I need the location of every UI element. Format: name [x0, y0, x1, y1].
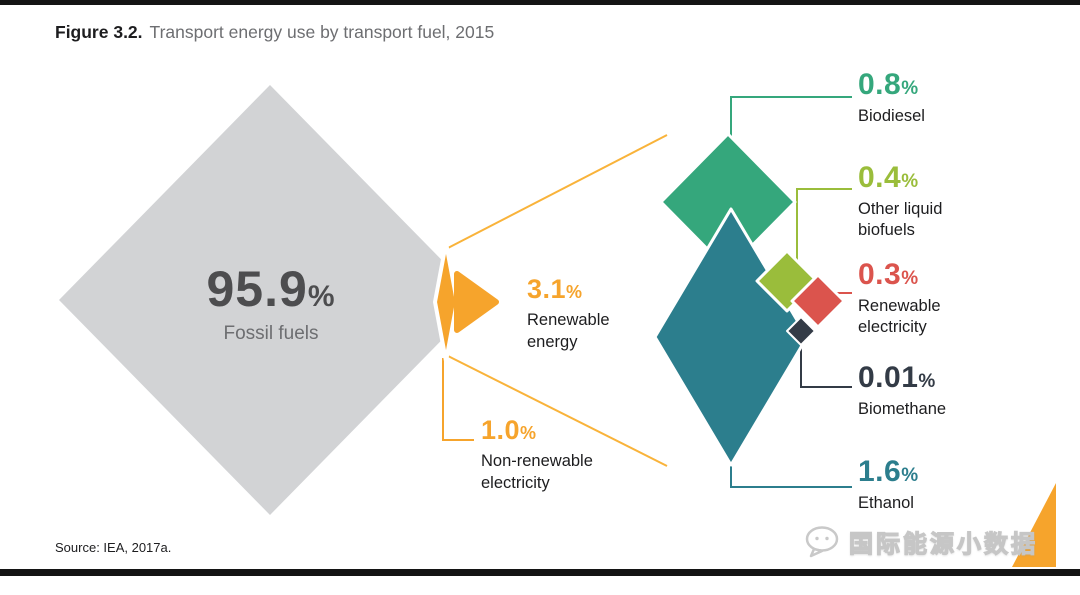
biomethane-diamond [786, 316, 816, 346]
nonrenewable-value: 1.0% [481, 415, 537, 445]
renewable-pointer-triangle [454, 271, 499, 333]
ethanol-diamond [653, 207, 809, 467]
label-ethanol: 1.6% Ethanol [858, 457, 968, 514]
bottom-rule [0, 569, 1080, 576]
watermark-text: 国际能源小数据 [848, 530, 1038, 558]
other-biofuels-value: 0.4% [858, 161, 919, 194]
percent-sign: % [566, 282, 583, 302]
biodiesel-value: 0.8% [858, 68, 919, 101]
biomethane-value: 0.01% [858, 361, 936, 394]
percent-sign: % [918, 371, 936, 392]
fan-line-bottom [445, 354, 668, 467]
percent-sign: % [901, 78, 919, 99]
percent-sign: % [901, 171, 919, 192]
nonrenewable-name: Non-renewable electricity [481, 452, 593, 492]
watermark: 国际能源小数据 [804, 524, 1038, 559]
renewable-electricity-diamond [790, 273, 846, 329]
renewable-electricity-name: Renewable electricity [858, 297, 941, 337]
label-biodiesel: 0.8% Biodiesel [858, 70, 968, 127]
biomethane-connector [800, 334, 852, 388]
ethanol-connector [730, 452, 852, 488]
percent-sign: % [520, 423, 537, 443]
ethanol-name: Ethanol [858, 494, 914, 512]
biomethane-name: Biomethane [858, 400, 947, 418]
fossil-fuels-diamond [59, 85, 481, 515]
nonrenewable-electricity-label: 1.0% Non-renewable electricity [481, 417, 621, 495]
renewable-electricity-value: 0.3% [858, 258, 919, 291]
nonrenewable-electricity-connector [442, 358, 474, 441]
fossil-value: 95.9% [206, 261, 336, 317]
source-note: Source: IEA, 2017a. [55, 540, 172, 555]
figure-title: Figure 3.2. Transport energy use by trans… [55, 22, 494, 43]
biodiesel-connector [730, 96, 852, 150]
percent-sign: % [307, 280, 336, 313]
renewable-energy-label: 3.1% Renewable energy [527, 276, 637, 354]
percent-sign: % [901, 268, 919, 289]
renewable-name: Renewable energy [527, 311, 610, 351]
label-other-liquid-biofuels: 0.4% Other liquid biofuels [858, 163, 968, 242]
ethanol-value: 1.6% [858, 455, 919, 488]
fossil-name: Fossil fuels [223, 323, 319, 344]
biodiesel-name: Biodiesel [858, 107, 925, 125]
figure-caption: Transport energy use by transport fuel, … [149, 22, 495, 42]
fossil-fuels-label: 95.9% Fossil fuels [206, 264, 335, 345]
corner-triangle [1012, 483, 1056, 567]
figure-number: Figure 3.2. [55, 22, 143, 42]
fan-line-top [445, 134, 668, 250]
renewable-value: 3.1% [527, 274, 583, 304]
other-liquid-biofuels-connector [796, 188, 852, 268]
percent-sign: % [901, 465, 919, 486]
top-rule [0, 0, 1080, 5]
label-renewable-electricity: 0.3% Renewable electricity [858, 260, 968, 339]
other-biofuels-name: Other liquid biofuels [858, 200, 943, 240]
label-biomethane: 0.01% Biomethane [858, 363, 968, 420]
chat-bubble-icon [805, 525, 839, 557]
